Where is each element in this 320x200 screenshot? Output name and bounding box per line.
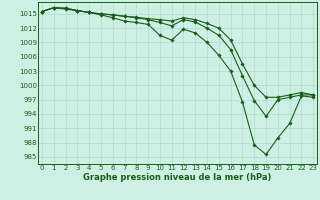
X-axis label: Graphe pression niveau de la mer (hPa): Graphe pression niveau de la mer (hPa): [84, 173, 272, 182]
